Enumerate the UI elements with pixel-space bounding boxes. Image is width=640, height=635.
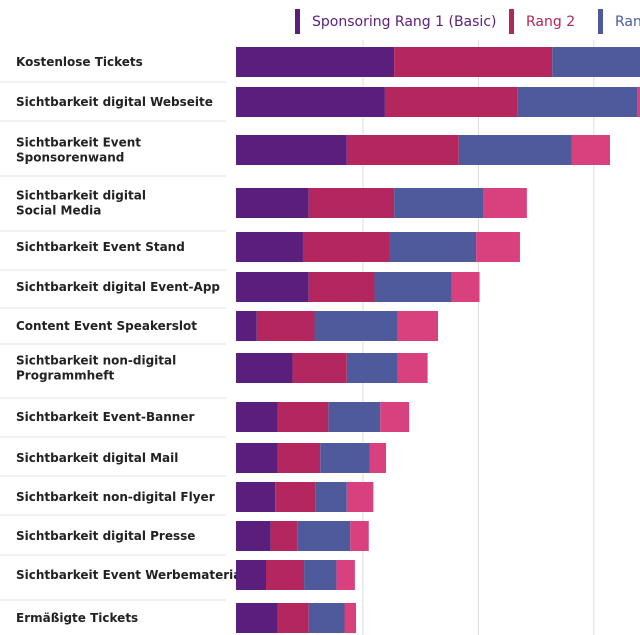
bar-segment — [394, 188, 484, 218]
bar-segment — [236, 232, 303, 262]
bar-segment — [397, 311, 438, 341]
bar-segment — [275, 482, 316, 512]
label-line: Kostenlose Tickets — [16, 55, 143, 69]
category-label: Sichtbarkeit Event Werbematerial — [16, 568, 246, 582]
category-label: Sichtbarkeit digital Mail — [16, 451, 178, 465]
bar-segment — [256, 311, 315, 341]
label-line: Sichtbarkeit digital Presse — [16, 529, 195, 543]
category-label: Sichtbarkeit digital Presse — [16, 529, 195, 543]
category-label: Sichtbarkeit digital Webseite — [16, 95, 213, 109]
bar-segment — [451, 272, 480, 302]
label-line: Sichtbarkeit digital Webseite — [16, 95, 213, 109]
bar-segment — [236, 311, 257, 341]
bar-segment — [344, 603, 357, 633]
bar-segment — [292, 353, 347, 383]
legend-swatch — [295, 9, 300, 34]
bar-segment — [328, 402, 381, 432]
bar-segment — [236, 272, 309, 302]
category-label: Sichtbarkeit Event-Banner — [16, 410, 194, 424]
bar-segment — [236, 353, 293, 383]
bar-segment — [236, 402, 278, 432]
label-line: Sichtbarkeit non-digital — [16, 353, 176, 367]
label-line: Sichtbarkeit digital — [16, 188, 146, 202]
bar-segment — [304, 560, 337, 590]
label-line: Content Event Speakerslot — [16, 319, 197, 333]
bar-segment — [389, 232, 477, 262]
legend-swatch — [598, 9, 603, 34]
label-line: Sichtbarkeit digital Event-App — [16, 280, 220, 294]
label-line: Sichtbarkeit Event Stand — [16, 240, 185, 254]
category-label: Ermäßigte Tickets — [16, 611, 138, 625]
bar-segment — [236, 47, 395, 77]
label-line: Sponsorenwand — [16, 150, 124, 164]
label-line: Sichtbarkeit Event — [16, 135, 141, 149]
bar-segment — [236, 87, 385, 117]
legend-label: Sponsoring Rang 1 (Basic) — [312, 14, 496, 30]
bar-segment — [517, 87, 638, 117]
bar-segment — [236, 482, 276, 512]
bar-segment — [308, 188, 395, 218]
bar-segment — [380, 402, 410, 432]
bar-segment — [302, 232, 390, 262]
category-label: Sichtbarkeit non-digital Programmheft — [16, 353, 176, 382]
legend-label: Rang 2 — [526, 14, 575, 30]
bar-segment — [266, 560, 305, 590]
bar-segment — [637, 87, 640, 117]
bar-segment — [320, 443, 370, 473]
category-label: Sichtbarkeit Event Sponsorenwand — [16, 135, 141, 164]
bar-segment — [236, 560, 267, 590]
bar-segment — [236, 135, 347, 165]
category-label: Sichtbarkeit digital Social Media — [16, 188, 146, 217]
category-label: Sichtbarkeit non-digital Flyer — [16, 490, 215, 504]
bar-segment — [277, 603, 309, 633]
label-line: Sichtbarkeit Event Werbematerial — [16, 568, 246, 582]
bar-segment — [236, 188, 309, 218]
label-line: Programmheft — [16, 368, 114, 382]
bar-segment — [277, 402, 329, 432]
bar-segment — [315, 482, 347, 512]
category-label: Sichtbarkeit digital Event-App — [16, 280, 220, 294]
bar-segment — [397, 353, 428, 383]
bar-segment — [346, 353, 398, 383]
bar-segment — [270, 521, 298, 551]
bar-segment — [394, 47, 553, 77]
label-line: Social Media — [16, 203, 101, 217]
category-label: Kostenlose Tickets — [16, 55, 143, 69]
bar-segment — [236, 603, 278, 633]
label-line: Sichtbarkeit digital Mail — [16, 451, 178, 465]
category-label: Content Event Speakerslot — [16, 319, 197, 333]
bar-segment — [458, 135, 572, 165]
label-line: Sichtbarkeit Event-Banner — [16, 410, 194, 424]
bar-segment — [384, 87, 518, 117]
bar-segment — [476, 232, 520, 262]
bar-segment — [552, 47, 640, 77]
bar-segment — [308, 603, 345, 633]
bar-segment — [483, 188, 527, 218]
legend-swatch — [509, 9, 514, 34]
bar-segment — [308, 272, 375, 302]
bar-segment — [346, 135, 459, 165]
legend-label: Rang 3 — [615, 14, 640, 30]
bar-segment — [374, 272, 452, 302]
bar-segment — [314, 311, 398, 341]
label-line: Sichtbarkeit non-digital Flyer — [16, 490, 215, 504]
bar-segment — [236, 521, 271, 551]
bar-segment — [369, 443, 387, 473]
bar-segment — [297, 521, 351, 551]
category-label: Sichtbarkeit Event Stand — [16, 240, 185, 254]
bar-segment — [336, 560, 355, 590]
bar-segment — [571, 135, 610, 165]
bar-segment — [350, 521, 369, 551]
bar-segment — [346, 482, 374, 512]
label-line: Ermäßigte Tickets — [16, 611, 138, 625]
bar-segment — [277, 443, 321, 473]
bar-segment — [236, 443, 278, 473]
